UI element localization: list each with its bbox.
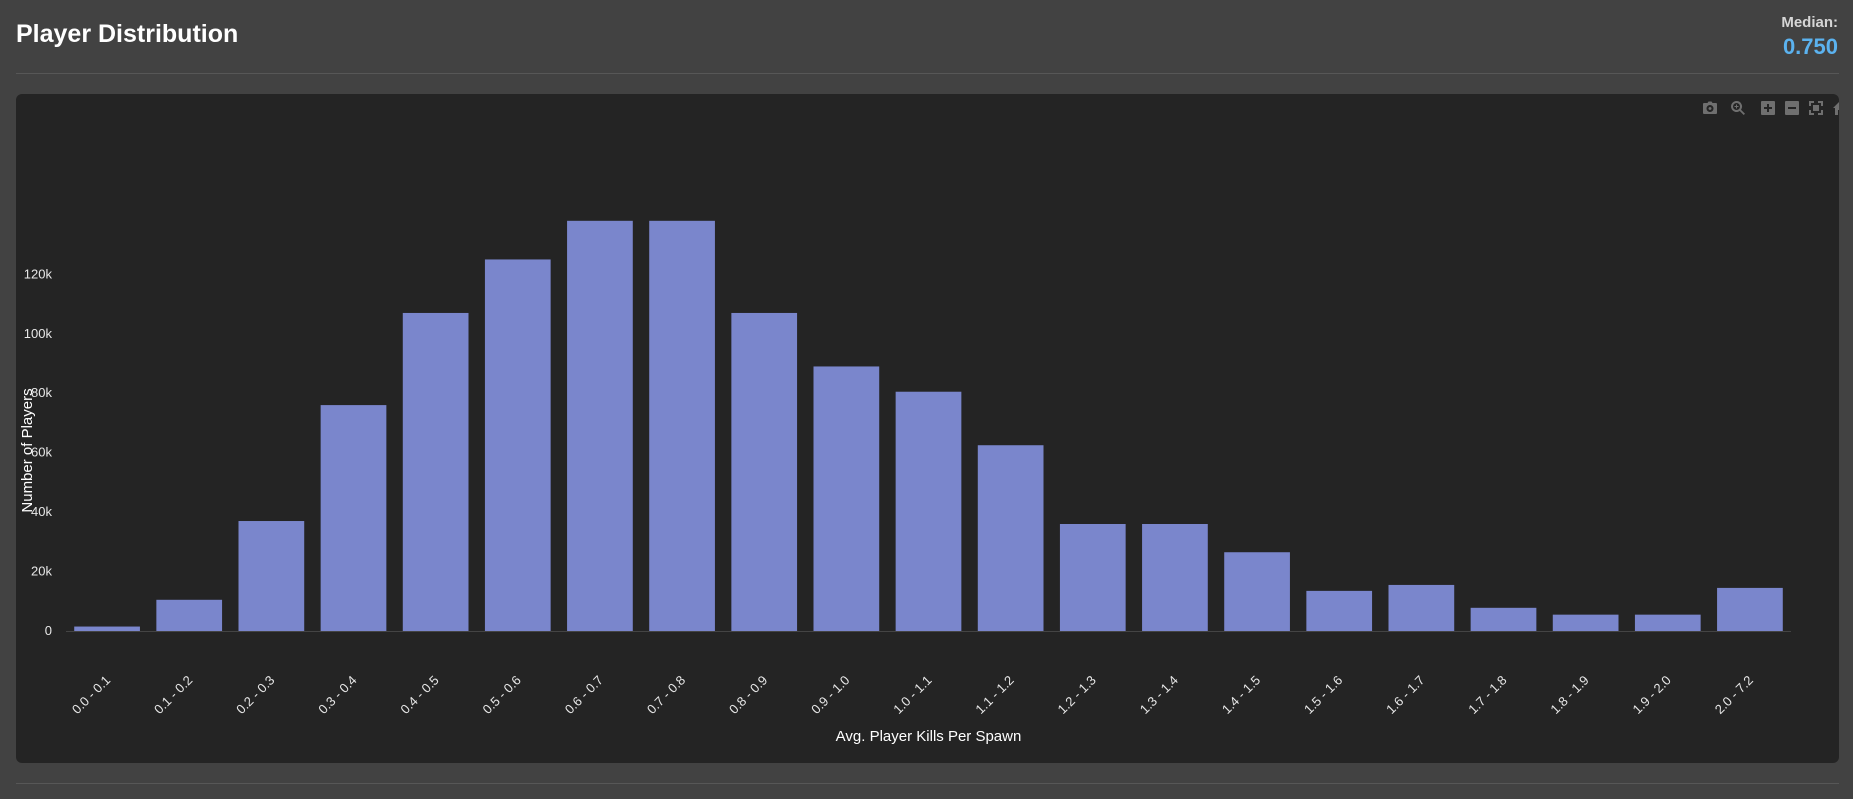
x-tick-label: 0.1 - 0.2 bbox=[151, 673, 195, 717]
x-tick-label: 0.9 - 1.0 bbox=[808, 673, 852, 717]
page-title: Player Distribution bbox=[16, 20, 239, 48]
zoom-icon[interactable] bbox=[1729, 99, 1747, 117]
bar[interactable] bbox=[895, 391, 962, 631]
bar[interactable] bbox=[1717, 587, 1783, 631]
bar[interactable] bbox=[238, 521, 305, 631]
header: Player Distribution Median: 0.750 bbox=[0, 0, 1853, 73]
x-tick-label: 1.0 - 1.1 bbox=[890, 673, 934, 717]
bar[interactable] bbox=[74, 626, 140, 631]
x-tick-label: 0.5 - 0.6 bbox=[480, 673, 524, 717]
bar[interactable] bbox=[731, 312, 798, 631]
x-tick-label: 0.4 - 0.5 bbox=[397, 673, 441, 717]
median-value: 0.750 bbox=[1782, 34, 1838, 59]
y-tick-label: 80k bbox=[31, 385, 52, 400]
bar[interactable] bbox=[649, 220, 715, 632]
x-tick-label: 1.7 - 1.8 bbox=[1465, 673, 1509, 717]
x-tick-label: 0.2 - 0.3 bbox=[233, 673, 277, 717]
bar[interactable] bbox=[484, 259, 551, 631]
home-icon[interactable] bbox=[1831, 99, 1839, 117]
y-tick-label: 40k bbox=[31, 504, 52, 519]
footer-divider bbox=[16, 783, 1839, 784]
bar[interactable] bbox=[1552, 614, 1619, 631]
zoom-out-icon[interactable] bbox=[1783, 99, 1801, 117]
bar[interactable] bbox=[1634, 614, 1701, 631]
y-tick-label: 100k bbox=[24, 326, 53, 341]
bar[interactable] bbox=[813, 366, 880, 631]
bar[interactable] bbox=[1142, 523, 1208, 631]
bar[interactable] bbox=[1059, 523, 1126, 631]
x-tick-label: 1.3 - 1.4 bbox=[1137, 673, 1181, 717]
x-tick-label: 1.2 - 1.3 bbox=[1055, 673, 1099, 717]
y-tick-label: 60k bbox=[31, 445, 52, 460]
bar[interactable] bbox=[1224, 552, 1290, 631]
x-tick-label: 1.6 - 1.7 bbox=[1383, 673, 1427, 717]
x-tick-label: 0.0 - 0.1 bbox=[69, 673, 113, 717]
bar-chart[interactable]: 0 20k 40k 60k 80k 100k 120k 0.0 - 0.1 0.1 - 0.2 0… bbox=[16, 94, 1839, 763]
y-tick-label: 120k bbox=[24, 266, 53, 281]
bar[interactable] bbox=[156, 599, 223, 631]
bar[interactable] bbox=[1306, 590, 1373, 631]
bar[interactable] bbox=[320, 405, 387, 631]
zoom-in-icon[interactable] bbox=[1759, 99, 1777, 117]
x-tick-label: 2.0 - 7.2 bbox=[1712, 673, 1756, 717]
x-tick-label: 1.4 - 1.5 bbox=[1219, 673, 1263, 717]
autoscale-icon[interactable] bbox=[1807, 99, 1825, 117]
bar[interactable] bbox=[977, 445, 1044, 631]
y-axis-title: Number of Players bbox=[19, 388, 36, 512]
chart-card: 0 20k 40k 60k 80k 100k 120k 0.0 - 0.1 0.1 - 0.2 0… bbox=[16, 94, 1839, 763]
x-tick-label: 1.9 - 2.0 bbox=[1630, 673, 1674, 717]
camera-icon[interactable] bbox=[1701, 99, 1719, 117]
x-tick-label: 1.5 - 1.6 bbox=[1301, 673, 1345, 717]
x-axis-title: Avg. Player Kills Per Spawn bbox=[836, 728, 1022, 745]
x-tick-label: 0.6 - 0.7 bbox=[562, 673, 606, 717]
x-tick-label: 0.7 - 0.8 bbox=[644, 673, 688, 717]
x-tick-label: 1.1 - 1.2 bbox=[972, 673, 1016, 717]
y-tick-label: 0 bbox=[45, 623, 52, 638]
bar[interactable] bbox=[402, 312, 469, 631]
bar[interactable] bbox=[1388, 584, 1455, 631]
bar[interactable] bbox=[1470, 607, 1537, 631]
y-tick-label: 20k bbox=[31, 564, 52, 579]
x-tick-label: 1.8 - 1.9 bbox=[1547, 673, 1591, 717]
x-tick-label: 0.3 - 0.4 bbox=[315, 673, 359, 717]
bar[interactable] bbox=[567, 220, 633, 632]
header-divider bbox=[16, 73, 1839, 74]
median-label: Median: bbox=[1781, 14, 1838, 31]
x-tick-label: 0.8 - 0.9 bbox=[726, 673, 770, 717]
